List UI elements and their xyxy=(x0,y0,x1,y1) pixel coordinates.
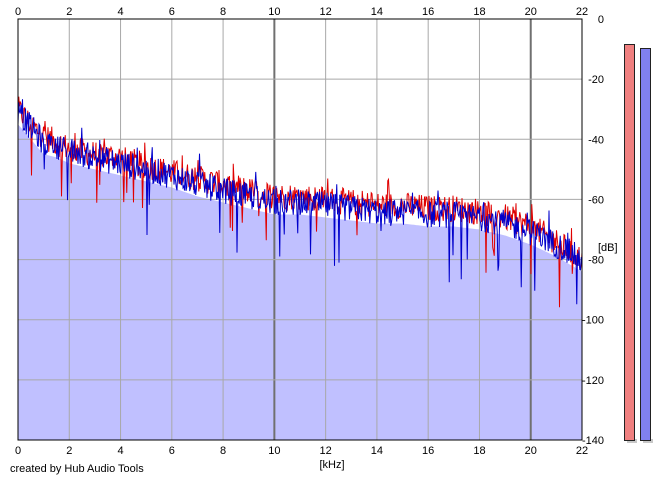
y-tick-label: -120 xyxy=(582,375,604,387)
y-axis-label: [dB] xyxy=(598,242,618,254)
y-tick-label: -60 xyxy=(588,194,604,206)
x-tick-label-top: 12 xyxy=(320,6,332,18)
x-axis-label: [kHz] xyxy=(319,459,344,471)
x-tick-label-top: 16 xyxy=(422,6,434,18)
x-tick-label-bottom: 14 xyxy=(371,445,383,457)
y-tick-label: -80 xyxy=(588,255,604,267)
x-tick-label-bottom: 22 xyxy=(576,445,588,457)
x-tick-label-top: 6 xyxy=(169,6,175,18)
x-tick-label-top: 4 xyxy=(117,6,123,18)
x-tick-label-bottom: 12 xyxy=(320,445,332,457)
y-tick-label: 0 xyxy=(598,14,604,26)
x-tick-label-bottom: 20 xyxy=(525,445,537,457)
level-meter-left xyxy=(624,44,635,441)
x-tick-label-top: 8 xyxy=(220,6,226,18)
x-tick-label-top: 14 xyxy=(371,6,383,18)
level-meter-right-shadow xyxy=(643,439,653,443)
x-tick-label-top: 18 xyxy=(473,6,485,18)
y-tick-label: -140 xyxy=(582,435,604,447)
spectrum-area-fill xyxy=(18,124,582,441)
x-tick-label-top: 22 xyxy=(576,6,588,18)
series-layer xyxy=(17,96,583,308)
x-tick-label-top: 0 xyxy=(15,6,21,18)
x-tick-label-top: 2 xyxy=(66,6,72,18)
credit-text: created by Hub Audio Tools xyxy=(10,463,144,475)
x-tick-label-bottom: 8 xyxy=(220,445,226,457)
x-tick-label-top: 10 xyxy=(268,6,280,18)
x-tick-label-bottom: 2 xyxy=(66,445,72,457)
grid-layer xyxy=(18,19,582,440)
x-tick-label-top: 20 xyxy=(525,6,537,18)
y-tick-label: -40 xyxy=(588,134,604,146)
y-tick-label: -100 xyxy=(582,315,604,327)
level-meter-left-shadow xyxy=(627,439,637,443)
spectrum-fill-layer xyxy=(18,124,582,441)
plot-border xyxy=(17,18,583,441)
x-tick-label-bottom: 4 xyxy=(117,445,123,457)
x-tick-label-bottom: 10 xyxy=(268,445,280,457)
y-tick-label: -20 xyxy=(588,74,604,86)
x-tick-label-bottom: 18 xyxy=(473,445,485,457)
level-meter-right xyxy=(640,48,651,441)
x-tick-label-bottom: 6 xyxy=(169,445,175,457)
series-line-blue xyxy=(17,99,583,305)
x-tick-label-bottom: 16 xyxy=(422,445,434,457)
x-tick-label-bottom: 0 xyxy=(15,445,21,457)
tick-label-layer: 002244668810101212141416161818202022220-… xyxy=(15,6,604,457)
